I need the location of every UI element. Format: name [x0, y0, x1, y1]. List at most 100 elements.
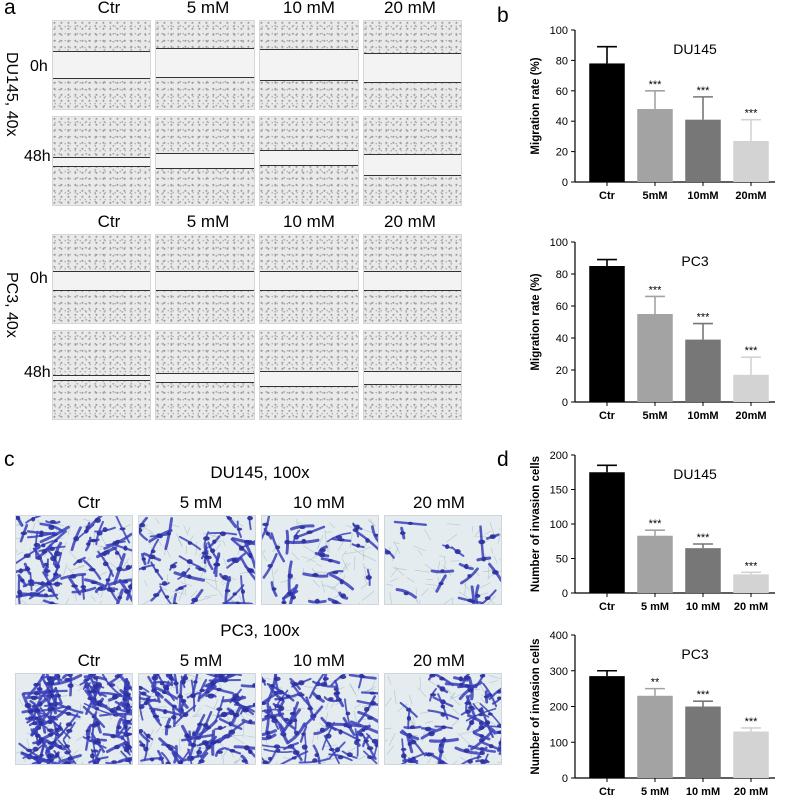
col-label: 20 mM	[413, 651, 465, 670]
significance-label: ***	[745, 345, 759, 357]
col-label: 10 mM	[293, 493, 345, 512]
y-tick-label: 0	[562, 177, 568, 189]
bar	[685, 548, 721, 593]
x-tick-label: Ctr	[599, 786, 616, 798]
col-label: Ctr	[77, 493, 101, 512]
chart-title: DU145	[673, 466, 717, 482]
bar	[589, 676, 625, 778]
y-tick-label: 60	[556, 86, 568, 98]
invasion-image	[138, 673, 256, 765]
invasion-image	[15, 673, 133, 765]
significance-label: ***	[697, 312, 711, 324]
significance-label: ***	[745, 716, 759, 728]
x-tick-label: 5mM	[642, 410, 667, 422]
panel-letter-d: d	[497, 448, 509, 471]
x-tick-label: 20mM	[735, 410, 766, 422]
y-tick-label: 100	[550, 237, 568, 249]
significance-label: ***	[697, 85, 711, 97]
col-label: 20 mM	[384, 212, 436, 231]
scratch-image	[52, 116, 151, 206]
x-tick-label: 20mM	[735, 190, 766, 202]
scratch-image	[363, 330, 462, 420]
invasion-image	[15, 515, 133, 605]
col-label: 10 mM	[293, 651, 345, 670]
scratch-image	[155, 20, 255, 110]
col-label: 5 mM	[179, 493, 223, 512]
bar	[637, 109, 673, 182]
col-label: 10 mM	[283, 212, 335, 231]
y-tick-label: 0	[562, 773, 568, 785]
x-tick-label: 10 mM	[686, 601, 720, 613]
chart-title: DU145	[673, 41, 717, 57]
col-label: 5 mM	[186, 0, 230, 17]
chart-invasion-du145: 0 50 100 150 200 Number of invasion cells DU14…	[530, 450, 775, 613]
scratch-image	[155, 234, 255, 324]
scratch-image	[52, 330, 151, 420]
scratch-image	[259, 116, 359, 206]
invasion-image	[384, 515, 502, 605]
y-tick-label: 400	[550, 630, 568, 642]
bar	[685, 706, 721, 778]
scratch-image	[52, 20, 151, 110]
col-label: Ctr	[97, 0, 121, 17]
scratch-image	[363, 116, 462, 206]
x-tick-label: 5 mM	[641, 786, 669, 798]
significance-label: **	[651, 677, 660, 689]
col-label: Ctr	[97, 212, 121, 231]
scratch-image	[259, 330, 359, 420]
chart-migration-du145: 0 20 40 60 80 100 Migration rate (%) DU145 Ctr **…	[530, 25, 775, 202]
col-label: 5 mM	[186, 212, 230, 231]
bar	[685, 339, 721, 402]
y-tick-label: 200	[550, 450, 568, 462]
x-tick-label: 10 mM	[686, 786, 720, 798]
scratch-image	[155, 116, 255, 206]
y-axis-label: Migration rate (%)	[530, 57, 542, 154]
side-label: DU145, 40x	[3, 52, 20, 137]
y-tick-label: 80	[556, 269, 568, 281]
scratch-image	[259, 234, 359, 324]
y-tick-label: 200	[550, 702, 568, 714]
chart-title: PC3	[681, 253, 708, 269]
invasion-image	[384, 673, 502, 765]
y-tick-label: 60	[556, 301, 568, 313]
panel-letter-c: c	[4, 448, 15, 471]
y-tick-label: 50	[556, 554, 568, 566]
x-tick-label: 5mM	[642, 190, 667, 202]
bar	[637, 535, 673, 593]
y-tick-label: 100	[550, 737, 568, 749]
bar	[589, 266, 625, 402]
bar	[733, 574, 769, 593]
y-tick-label: 0	[562, 397, 568, 409]
bar	[685, 119, 721, 182]
invasion-image	[261, 673, 379, 765]
x-tick-label: 10mM	[687, 410, 718, 422]
significance-label: ***	[697, 532, 711, 544]
panel-letter-a: a	[4, 0, 16, 19]
scratch-image	[363, 20, 462, 110]
x-tick-label: 5 mM	[641, 601, 669, 613]
y-tick-label: 300	[550, 666, 568, 678]
significance-label: ***	[697, 689, 711, 701]
significance-label: ***	[745, 108, 759, 120]
bar	[637, 314, 673, 402]
side-label: PC3, 40x	[3, 272, 20, 338]
x-tick-label: Ctr	[599, 190, 616, 202]
scratch-image	[259, 20, 359, 110]
scratch-image	[52, 234, 151, 324]
image-set-title: DU145, 100x	[210, 463, 310, 482]
y-tick-label: 20	[556, 147, 568, 159]
col-label: 5 mM	[179, 651, 223, 670]
col-label: 20 mM	[413, 493, 465, 512]
chart-title: PC3	[681, 646, 708, 662]
y-tick-label: 150	[550, 485, 568, 497]
bar	[733, 140, 769, 182]
bar	[589, 472, 625, 593]
bar	[589, 63, 625, 182]
y-tick-label: 20	[556, 365, 568, 377]
invasion-image	[138, 515, 256, 605]
chart-invasion-pc3: 0 100 200 300 400 Number of invasion cells PC3…	[530, 630, 775, 798]
y-axis-label: Migration rate (%)	[530, 273, 542, 370]
row-label: 0h	[30, 270, 48, 287]
scratch-image	[363, 234, 462, 324]
y-tick-label: 40	[556, 116, 568, 128]
